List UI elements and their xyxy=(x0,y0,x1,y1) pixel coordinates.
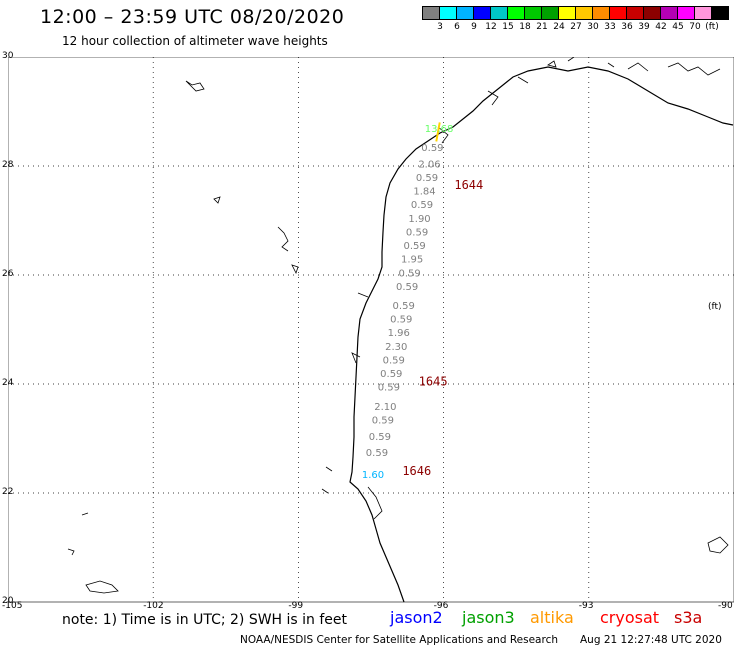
wave-height-value: 0.59 xyxy=(393,301,415,312)
wave-height-value: 1.60 xyxy=(362,470,384,481)
wave-height-value: 0.59 xyxy=(411,200,433,211)
wave-height-value: 2.30 xyxy=(385,342,407,353)
wave-height-value: 0.59 xyxy=(378,383,400,394)
wave-height-value: 0.59 xyxy=(380,369,402,380)
map-frame xyxy=(8,57,734,603)
gulf-coastline xyxy=(349,66,734,603)
legend-label: 12 xyxy=(485,22,497,32)
satellite-label: s3a xyxy=(674,608,703,627)
wave-height-value: 13.68 xyxy=(425,124,454,135)
legend-label: 42 xyxy=(655,22,667,32)
wave-height-value: 0.59 xyxy=(421,143,443,154)
legend-label: 21 xyxy=(536,22,548,32)
legend-swatch xyxy=(541,6,559,20)
inland-water-marks xyxy=(67,57,729,594)
timestamp: Aug 21 12:27:48 UTC 2020 xyxy=(580,634,722,646)
legend-swatch xyxy=(609,6,627,20)
satellite-label: jason3 xyxy=(462,608,515,627)
legend-label: 39 xyxy=(638,22,650,32)
legend-label: 70 xyxy=(689,22,701,32)
longitude-label: -96 xyxy=(433,601,449,611)
legend-swatch xyxy=(626,6,644,20)
wave-height-value: 1.96 xyxy=(388,328,410,339)
legend-label: (ft) xyxy=(705,22,719,32)
latitude-label: 20 xyxy=(2,596,14,606)
legend-swatch xyxy=(507,6,525,20)
wave-height-value: 1.84 xyxy=(413,187,435,198)
right-unit-label: (ft) xyxy=(708,302,722,312)
time-mark: 1645 xyxy=(419,374,448,388)
wave-height-map: 13.68 0.59 2.06 0.59 1.84 0.59 1.90 0.59 0.59 1.9… xyxy=(8,57,734,603)
legend-swatch xyxy=(711,6,729,20)
wave-height-value: 1.90 xyxy=(408,214,430,225)
legend-swatch xyxy=(524,6,542,20)
wave-height-value: 2.06 xyxy=(418,159,440,170)
credit-line: NOAA/NESDIS Center for Satellite Applica… xyxy=(240,634,558,646)
legend-label: 24 xyxy=(553,22,565,32)
legend-label: 3 xyxy=(437,22,443,32)
legend-swatch xyxy=(592,6,610,20)
satellite-label: jason2 xyxy=(390,608,443,627)
legend-swatch xyxy=(660,6,678,20)
legend-swatch xyxy=(575,6,593,20)
legend-swatch xyxy=(677,6,695,20)
wave-height-value: 2.10 xyxy=(374,402,396,413)
legend-label: 33 xyxy=(604,22,616,32)
wave-height-value: 0.59 xyxy=(399,268,421,279)
legend-swatch xyxy=(422,6,440,20)
legend-swatch xyxy=(694,6,712,20)
wave-height-value: 0.59 xyxy=(396,282,418,293)
legend-swatch xyxy=(439,6,457,20)
wave-height-value: 0.59 xyxy=(366,448,388,459)
longitude-label: -99 xyxy=(288,601,304,611)
wave-height-value: 0.59 xyxy=(383,355,405,366)
footer-note: note: 1) Time is in UTC; 2) SWH is in fe… xyxy=(62,612,348,628)
legend-label: 6 xyxy=(454,22,460,32)
wave-height-track: 13.68 0.59 2.06 0.59 1.84 0.59 1.90 0.59 0.59 1.9… xyxy=(362,122,483,481)
latitude-label: 26 xyxy=(2,269,14,279)
time-mark: 1644 xyxy=(454,178,483,192)
longitude-label: -90 xyxy=(718,601,733,611)
latitude-label: 22 xyxy=(2,487,14,497)
legend-swatch xyxy=(456,6,474,20)
legend-label: 45 xyxy=(672,22,684,32)
wave-height-value: 0.59 xyxy=(403,241,425,252)
lat-lon-grid xyxy=(8,57,734,602)
color-legend xyxy=(422,6,729,20)
longitude-label: -93 xyxy=(578,601,594,611)
legend-swatch xyxy=(490,6,508,20)
legend-label: 30 xyxy=(587,22,599,32)
legend-label: 15 xyxy=(502,22,514,32)
legend-label: 36 xyxy=(621,22,633,32)
map-subtitle: 12 hour collection of altimeter wave hei… xyxy=(62,34,328,48)
legend-label: 27 xyxy=(570,22,582,32)
legend-label: 9 xyxy=(471,22,477,32)
latitude-label: 30 xyxy=(2,51,14,61)
satellite-label: altika xyxy=(530,608,574,627)
wave-height-value: 0.59 xyxy=(406,227,428,238)
legend-swatch xyxy=(558,6,576,20)
satellite-label: cryosat xyxy=(600,608,660,627)
wave-height-value: 1.95 xyxy=(401,255,423,266)
wave-height-value: 0.59 xyxy=(372,415,394,426)
legend-swatch xyxy=(643,6,661,20)
latitude-label: 24 xyxy=(2,378,14,388)
wave-height-value: 0.59 xyxy=(416,173,438,184)
track-segment xyxy=(435,122,441,142)
legend-label: 18 xyxy=(519,22,531,32)
time-mark: 1646 xyxy=(402,464,431,478)
longitude-label: -102 xyxy=(143,601,164,611)
latitude-label: 28 xyxy=(2,160,14,170)
longitude-label: -105 xyxy=(2,601,23,611)
legend-swatch xyxy=(473,6,491,20)
wave-height-value: 0.59 xyxy=(369,432,391,443)
wave-height-value: 0.59 xyxy=(390,315,412,326)
map-title: 12:00 – 23:59 UTC 08/20/2020 xyxy=(40,6,345,28)
bay-detail xyxy=(351,76,529,520)
